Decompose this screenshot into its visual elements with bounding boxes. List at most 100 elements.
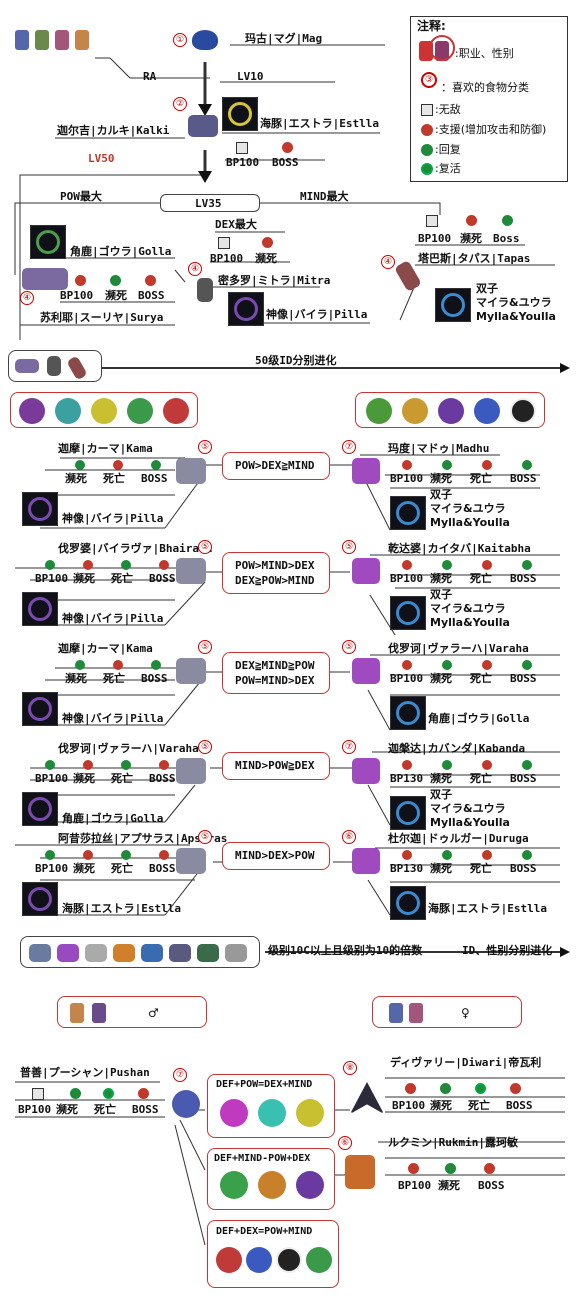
food-number: ⑦ xyxy=(342,440,356,454)
pilla-name: 神像|バイラ|Pilla xyxy=(266,308,368,321)
surya-name: 苏利耶|スーリヤ|Surya xyxy=(40,311,164,324)
condition-text: MIND>DEX>POW xyxy=(235,849,315,862)
condition-box: MIND>POW≧DEX xyxy=(222,752,330,780)
skill-icon xyxy=(45,850,55,860)
heal-icon xyxy=(110,275,121,286)
skill-label: 死亡 xyxy=(94,1103,116,1116)
skill-label: BOSS xyxy=(272,156,299,169)
lv35-box: LV35 xyxy=(160,194,260,212)
surya-sprite-icon xyxy=(15,359,39,373)
right-partner-name: 双子 xyxy=(430,788,452,801)
skill-icon xyxy=(402,660,412,670)
food-icon xyxy=(258,1099,286,1127)
mylla-portrait-icon xyxy=(435,288,471,322)
mag-name: 玛古|マグ|Mag xyxy=(245,32,323,45)
skill-label: BOSS xyxy=(506,1099,533,1112)
skill-icon xyxy=(121,760,131,770)
support-icon xyxy=(145,275,156,286)
skill-icon xyxy=(522,460,532,470)
left-mech-sprite-icon xyxy=(176,458,206,484)
skill-label: 死亡 xyxy=(111,862,133,875)
lv50-mech-group xyxy=(8,350,102,382)
support-icon xyxy=(466,215,477,226)
right-partner-name: マイラ&ユウラ xyxy=(430,502,506,515)
right-partner-name: マイラ&ユウラ xyxy=(430,802,506,815)
skill-icon xyxy=(402,560,412,570)
surya-sprite-icon xyxy=(22,268,68,290)
skill-icon xyxy=(402,760,412,770)
skill-label: 濒死 xyxy=(73,772,95,785)
right-mech-name: 玛度|マドゥ|Madhu xyxy=(388,442,490,455)
skill-icon xyxy=(402,460,412,470)
skill-label: 濒死 xyxy=(73,862,95,875)
skill-icon xyxy=(482,850,492,860)
right-mech-sprite-icon xyxy=(352,558,380,584)
condition-box: MIND>DEX>POW xyxy=(222,842,330,870)
left-mech-sprite-icon xyxy=(176,658,206,684)
skill-label: 死亡 xyxy=(103,472,125,485)
skill-label: BP100 xyxy=(398,1179,432,1192)
food-number: ④ xyxy=(381,255,395,269)
skill-label: 濒死 xyxy=(430,1099,452,1112)
food-number: ⑦ xyxy=(342,740,356,754)
condition-text: DEF+MIND-POW+DEX xyxy=(214,1153,311,1164)
food-number: ⑤ xyxy=(198,830,212,844)
partner-portrait-icon xyxy=(390,596,426,630)
legend-title: 注释: xyxy=(417,19,446,33)
invincible-icon xyxy=(218,237,230,249)
food-group-left xyxy=(10,392,198,428)
pow-max-label: POW最大 xyxy=(60,190,102,203)
skill-icon xyxy=(151,460,161,470)
food-icon xyxy=(163,398,189,424)
revive-icon xyxy=(475,1083,486,1094)
right-mech-name: 伐罗诃|ヴァラーハ|Varaha xyxy=(388,642,529,655)
skill-label: 死亡 xyxy=(470,672,492,685)
skill-label: 死亡 xyxy=(470,572,492,585)
skill-label: 死亡 xyxy=(468,1099,490,1112)
character-sprite-icon xyxy=(75,30,89,50)
skill-label: BOSS xyxy=(138,289,165,302)
food-icon xyxy=(258,1171,286,1199)
partner-portrait-icon xyxy=(390,496,426,530)
left-mech-name: 迦摩|カーマ|Kama xyxy=(58,642,153,655)
food-group-right xyxy=(355,392,545,428)
food-number: ① xyxy=(173,33,187,47)
male-group: ♂ xyxy=(57,996,207,1028)
skill-label: BOSS xyxy=(149,772,176,785)
skill-icon xyxy=(402,850,412,860)
left-mech-name: 迦摩|カーマ|Kama xyxy=(58,442,153,455)
food-number: ④ xyxy=(20,291,34,305)
skill-label: BP100 xyxy=(390,572,424,585)
invincible-icon xyxy=(426,215,438,227)
support-icon xyxy=(282,142,293,153)
condition-text: POW>DEX≧MIND xyxy=(235,459,315,472)
support-icon xyxy=(510,1083,521,1094)
right-partner-name: 双子 xyxy=(430,488,452,501)
partner-portrait-icon xyxy=(22,592,58,626)
pilla-portrait-icon xyxy=(228,292,264,326)
skill-icon xyxy=(45,560,55,570)
legend-support: :支援(增加攻击和防御) xyxy=(435,123,547,136)
skill-label: 濒死 xyxy=(56,1103,78,1116)
heal-icon xyxy=(502,215,513,226)
character-sprite-icon xyxy=(35,30,49,50)
condition-text: DEF+DEX=POW+MIND xyxy=(216,1226,313,1237)
right-mech-sprite-icon xyxy=(352,848,380,874)
mind-max-label: MIND最大 xyxy=(300,190,349,203)
left-partner-name: 神像|バイラ|Pilla xyxy=(62,512,164,525)
food-number-icon: ③ xyxy=(421,72,437,88)
left-mech-sprite-icon xyxy=(176,848,206,874)
revive-icon xyxy=(103,1088,114,1099)
skill-icon xyxy=(442,460,452,470)
mech-sprite-icon xyxy=(29,944,51,962)
invincible-icon xyxy=(32,1088,44,1100)
skill-icon xyxy=(75,460,85,470)
skill-label: 死亡 xyxy=(111,572,133,585)
left-partner-name: 神像|バイラ|Pilla xyxy=(62,612,164,625)
mitra-sprite-icon xyxy=(197,278,213,302)
food-icon xyxy=(510,398,536,424)
mag-sprite-icon xyxy=(192,30,218,50)
skill-label: BOSS xyxy=(149,862,176,875)
skill-label: BP100 xyxy=(390,472,424,485)
ra-label: RA xyxy=(143,70,157,83)
